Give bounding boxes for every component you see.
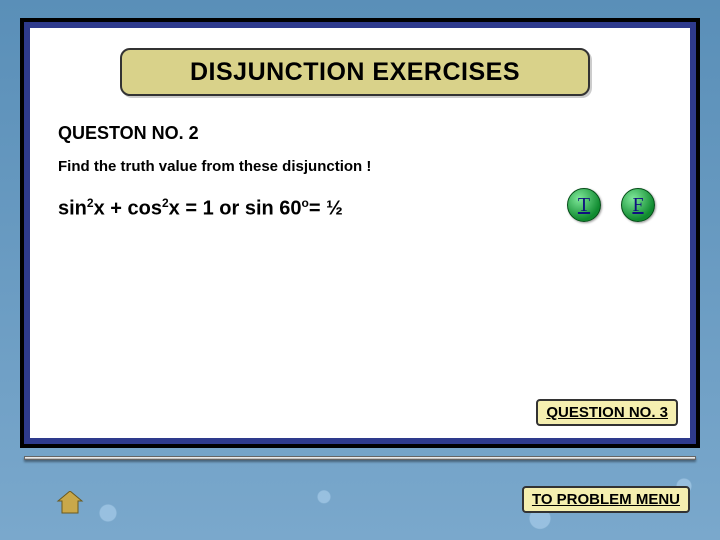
eq-part: sin [58, 198, 87, 220]
hr-bar [24, 456, 696, 460]
menu-label: TO PROBLEM MENU [532, 491, 680, 508]
next-question-button[interactable]: QUESTION NO. 3 [536, 399, 678, 426]
eq-sup: 2 [87, 196, 94, 210]
divider-bar [24, 456, 696, 460]
false-button[interactable]: F [621, 188, 655, 222]
true-label: T [578, 194, 590, 217]
eq-deg: o [302, 196, 309, 210]
title-box: DISJUNCTION EXERCISES [120, 48, 590, 96]
eq-part: = ½ [309, 198, 343, 220]
true-button[interactable]: T [567, 188, 601, 222]
eq-sup: 2 [162, 196, 169, 210]
next-question-label: QUESTION NO. 3 [546, 404, 668, 421]
title-text: DISJUNCTION EXERCISES [190, 58, 520, 87]
home-icon[interactable] [56, 491, 84, 515]
eq-part: x = 1 or sin 60 [169, 198, 302, 220]
false-label: F [632, 194, 643, 217]
main-panel: DISJUNCTION EXERCISES QUESTON NO. 2 Find… [24, 22, 696, 444]
true-false-group: T F [567, 188, 655, 222]
equation-text: sin2x + cos2x = 1 or sin 60o= ½ [58, 196, 343, 221]
eq-part: x + cos [94, 198, 162, 220]
problem-menu-button[interactable]: TO PROBLEM MENU [522, 486, 690, 513]
question-number: QUESTON NO. 2 [58, 123, 199, 144]
instruction-text: Find the truth value from these disjunct… [58, 158, 371, 175]
